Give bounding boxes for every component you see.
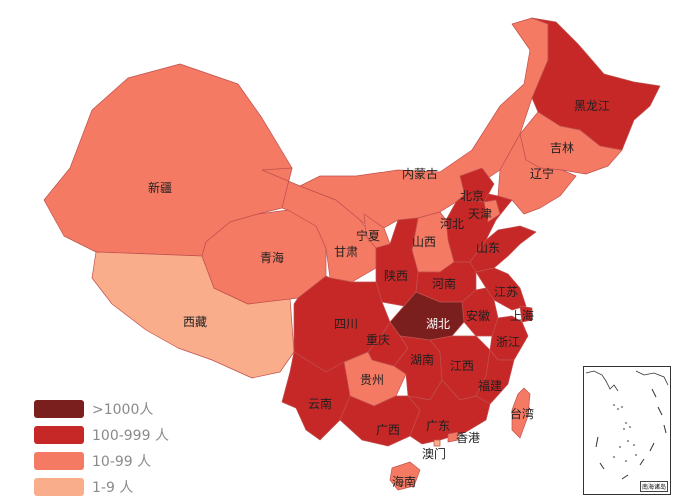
label-fujian[interactable]: 福建 <box>478 378 502 393</box>
label-aomen[interactable]: 澳门 <box>422 446 446 461</box>
label-tianjin[interactable]: 天津 <box>468 207 492 221</box>
legend-item-over1000[interactable]: >1000人 <box>34 398 254 420</box>
province-beijing[interactable] <box>459 167 495 203</box>
label-xianggang[interactable]: 香港 <box>456 431 480 445</box>
label-neimenggu[interactable]: 内蒙古 <box>402 166 438 181</box>
label-heilongjiang[interactable]: 黑龙江 <box>574 99 610 113</box>
legend-swatch <box>34 400 84 418</box>
legend-label: 1-9 人 <box>92 480 134 496</box>
label-xinjiang[interactable]: 新疆 <box>148 180 172 195</box>
label-ningxia[interactable]: 宁夏 <box>356 228 380 243</box>
legend-label: 100-999 人 <box>92 428 169 444</box>
legend-label: >1000人 <box>92 402 154 418</box>
province-hainan[interactable] <box>389 461 421 491</box>
legend-swatch <box>34 452 84 470</box>
label-hunan[interactable]: 湖南 <box>410 352 434 367</box>
label-taiwan[interactable]: 台湾 <box>510 406 534 421</box>
province-aomen[interactable] <box>433 439 441 447</box>
province-tianjin[interactable] <box>483 199 501 223</box>
label-jilin[interactable]: 吉林 <box>550 141 574 155</box>
legend-swatch <box>34 478 84 496</box>
province-guangxi[interactable] <box>339 395 421 447</box>
legend-item-10-99[interactable]: 10-99 人 <box>34 450 254 472</box>
province-xianggang[interactable] <box>447 431 459 443</box>
legend-label: 10-99 人 <box>92 454 152 470</box>
inset-label: 南海诸岛 <box>639 481 668 492</box>
province-fujian[interactable] <box>475 349 515 405</box>
inset-map <box>585 370 669 480</box>
label-hubei[interactable]: 湖北 <box>426 316 450 331</box>
label-guangdong[interactable]: 广东 <box>426 419 450 433</box>
label-guangxi[interactable]: 广西 <box>376 423 400 437</box>
legend: >1000人 100-999 人 10-99 人 1-9 人 <box>34 398 254 502</box>
label-chongqing[interactable]: 重庆 <box>366 333 390 347</box>
label-beijing[interactable]: 北京 <box>460 189 484 203</box>
label-henan[interactable]: 河南 <box>432 276 456 291</box>
legend-item-100-999[interactable]: 100-999 人 <box>34 424 254 446</box>
label-yunnan[interactable]: 云南 <box>308 396 332 411</box>
label-gansu[interactable]: 甘肃 <box>334 245 358 259</box>
label-shanghai[interactable]: 上海 <box>510 308 534 323</box>
label-liaoning[interactable]: 辽宁 <box>530 166 554 181</box>
label-shaanxi[interactable]: 陕西 <box>384 268 408 283</box>
legend-swatch <box>34 426 84 444</box>
label-zhejiang[interactable]: 浙江 <box>496 335 520 349</box>
province-guangdong[interactable] <box>407 379 491 445</box>
label-guizhou[interactable]: 贵州 <box>360 373 384 387</box>
label-jiangxi[interactable]: 江西 <box>450 359 474 373</box>
label-qinghai[interactable]: 青海 <box>260 250 284 265</box>
province-shanghai[interactable] <box>519 305 533 323</box>
legend-item-1-9[interactable]: 1-9 人 <box>34 476 254 498</box>
province-taiwan[interactable] <box>511 387 531 439</box>
label-sichuan[interactable]: 四川 <box>334 317 358 331</box>
province-shaanxi[interactable] <box>375 217 419 307</box>
label-shandong[interactable]: 山东 <box>476 241 500 255</box>
label-xizang[interactable]: 西藏 <box>183 315 207 329</box>
label-anhui[interactable]: 安徽 <box>466 308 490 323</box>
label-hainan[interactable]: 海南 <box>392 474 416 489</box>
south-china-sea-inset: 南海诸岛 <box>583 366 671 495</box>
label-shanxi[interactable]: 山西 <box>412 235 436 249</box>
label-jiangsu[interactable]: 江苏 <box>494 285 518 299</box>
label-hebei[interactable]: 河北 <box>440 217 464 231</box>
